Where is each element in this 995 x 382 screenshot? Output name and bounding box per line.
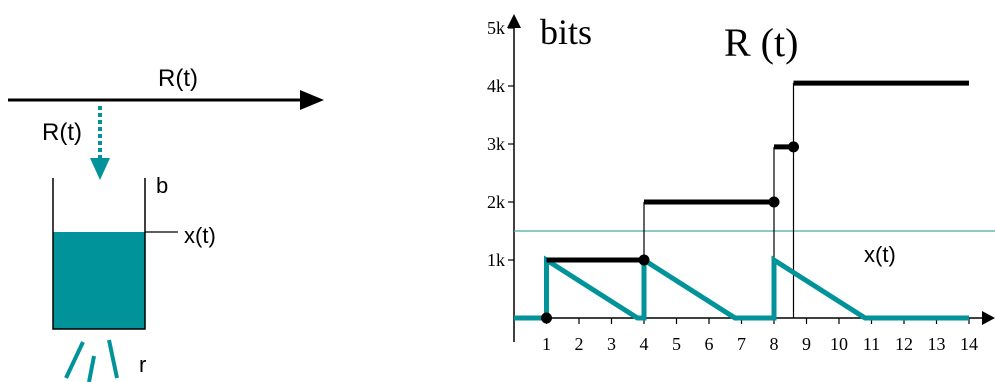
y-tick-label: 3k bbox=[487, 134, 505, 154]
bucket-level-label: x(t) bbox=[184, 223, 216, 248]
output-stream-middle bbox=[87, 355, 96, 382]
x-tick-label: 13 bbox=[928, 334, 946, 354]
x-tick-label: 1 bbox=[542, 334, 551, 354]
drip-arrow-head-icon bbox=[90, 158, 110, 180]
y-tick-label: 4k bbox=[487, 76, 505, 96]
x-of-t-annotation: x(t) bbox=[864, 242, 896, 267]
x-tick-label: 14 bbox=[960, 334, 978, 354]
chart-title: R (t) bbox=[724, 20, 798, 65]
bucket-diagram: R(t) R(t) b x(t) r bbox=[8, 65, 324, 382]
x-axis-arrow-icon bbox=[982, 311, 995, 325]
input-arrow-label: R(t) bbox=[158, 65, 198, 92]
r-of-t-point bbox=[768, 196, 780, 208]
input-arrow-head-icon bbox=[300, 90, 324, 110]
x-tick-label: 4 bbox=[640, 334, 649, 354]
x-tick-label: 11 bbox=[863, 334, 880, 354]
y-tick-group: 1k 2k 3k 4k 5k bbox=[487, 18, 514, 270]
output-stream-right bbox=[107, 339, 119, 379]
x-tick-group: 1 2 3 4 5 6 7 8 9 10 11 12 13 14 bbox=[542, 318, 978, 354]
x-tick-label: 6 bbox=[705, 334, 714, 354]
y-tick-label: 5k bbox=[487, 18, 505, 38]
x-tick-label: 5 bbox=[672, 334, 681, 354]
x-tick-label: 8 bbox=[770, 334, 779, 354]
y-tick-label: 1k bbox=[487, 250, 505, 270]
output-stream-left bbox=[64, 341, 85, 379]
x-tick-label: 2 bbox=[575, 334, 584, 354]
x-tick-label: 3 bbox=[607, 334, 616, 354]
x-tick-label: 7 bbox=[737, 334, 746, 354]
bucket-fill bbox=[53, 232, 145, 329]
y-axis-label: bits bbox=[540, 12, 592, 52]
y-tick-label: 2k bbox=[487, 192, 505, 212]
x-of-t-line bbox=[514, 255, 969, 321]
r-of-t-point bbox=[788, 141, 799, 153]
x-of-t-series bbox=[514, 255, 969, 321]
bucket-size-label: b bbox=[156, 173, 168, 198]
x-tick-label: 10 bbox=[830, 334, 848, 354]
output-rate-label: r bbox=[139, 352, 146, 377]
bucket-outline bbox=[52, 178, 146, 330]
drip-arrow-label: R(t) bbox=[42, 119, 82, 146]
r-of-t-point bbox=[541, 312, 552, 324]
r-of-t-point bbox=[638, 254, 650, 266]
x-tick-label: 9 bbox=[802, 334, 811, 354]
y-axis-arrow-icon bbox=[507, 14, 521, 28]
r-of-t-series bbox=[541, 80, 969, 324]
x-tick-label: 12 bbox=[895, 334, 913, 354]
